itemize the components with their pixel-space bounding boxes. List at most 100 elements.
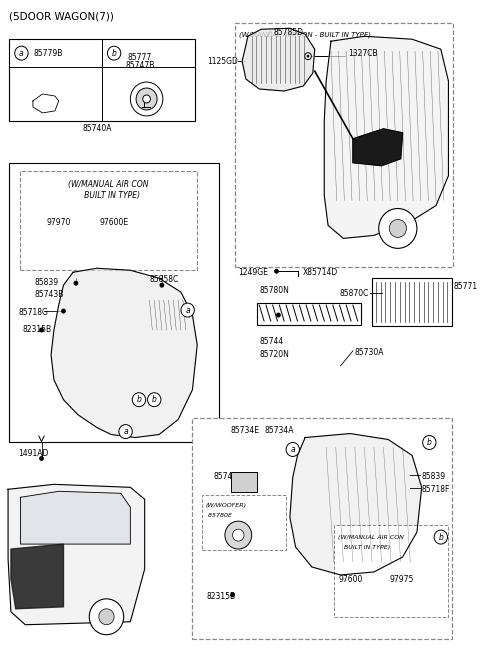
Text: 85780E: 85780E	[206, 513, 232, 518]
Text: (5DOOR WAGON(7)): (5DOOR WAGON(7))	[9, 11, 114, 22]
Bar	[341, 588, 347, 593]
Text: b: b	[136, 395, 142, 404]
Bar	[100, 232, 119, 242]
Circle shape	[307, 54, 310, 58]
Polygon shape	[21, 491, 131, 544]
Polygon shape	[33, 94, 59, 113]
Text: 85839: 85839	[422, 472, 446, 482]
Text: X85714D: X85714D	[302, 268, 337, 277]
Bar	[9, 163, 219, 441]
Circle shape	[305, 52, 312, 60]
Polygon shape	[324, 36, 448, 238]
Text: 97600: 97600	[338, 575, 363, 584]
Bar	[27, 99, 35, 104]
Text: 97975: 97975	[389, 575, 414, 584]
Bar	[192, 418, 452, 639]
Circle shape	[181, 303, 194, 317]
Circle shape	[389, 220, 407, 237]
Circle shape	[159, 283, 164, 288]
Circle shape	[39, 456, 44, 461]
Text: (W/MANUAL AIR CON - BUILT IN TYPE): (W/MANUAL AIR CON - BUILT IN TYPE)	[239, 31, 371, 38]
Bar	[400, 588, 406, 593]
Circle shape	[143, 95, 150, 103]
Text: 85720N: 85720N	[259, 350, 289, 359]
Circle shape	[131, 82, 163, 116]
Text: b: b	[427, 438, 432, 447]
Circle shape	[379, 209, 417, 249]
Text: b: b	[152, 395, 156, 404]
Text: 1249GE: 1249GE	[238, 268, 268, 277]
Text: 85734A: 85734A	[264, 426, 294, 434]
Text: 82315B: 82315B	[23, 325, 51, 334]
Bar	[257, 303, 360, 325]
Bar	[231, 472, 257, 492]
Text: a: a	[290, 445, 295, 454]
Circle shape	[73, 281, 78, 285]
Text: 85718F: 85718F	[422, 485, 450, 495]
Text: 85740A: 85740A	[82, 125, 112, 133]
Bar	[349, 588, 355, 593]
Bar	[392, 588, 398, 593]
Polygon shape	[242, 28, 315, 91]
Text: 85747B: 85747B	[125, 60, 155, 70]
Bar	[334, 525, 448, 617]
Circle shape	[286, 443, 300, 457]
Text: a: a	[19, 49, 24, 58]
Circle shape	[423, 436, 436, 449]
Text: BUILT IN TYPE): BUILT IN TYPE)	[337, 545, 390, 550]
Bar	[21, 171, 197, 270]
Circle shape	[108, 46, 121, 60]
Text: 85839: 85839	[35, 278, 59, 287]
Circle shape	[61, 308, 66, 314]
Circle shape	[276, 312, 281, 318]
Polygon shape	[290, 434, 422, 575]
Text: 97600E: 97600E	[99, 218, 129, 227]
Bar	[372, 278, 452, 326]
Text: 1327CB: 1327CB	[348, 49, 378, 58]
Circle shape	[132, 393, 145, 407]
Polygon shape	[8, 484, 144, 625]
Circle shape	[39, 327, 44, 333]
Circle shape	[274, 269, 279, 274]
Bar	[44, 234, 61, 245]
Text: a: a	[123, 427, 128, 436]
Text: 85734E: 85734E	[231, 426, 260, 434]
Text: 85730A: 85730A	[355, 348, 384, 357]
Text: 85777: 85777	[128, 52, 152, 62]
Text: 1125GD: 1125GD	[207, 56, 238, 66]
Text: 1491AD: 1491AD	[19, 449, 49, 459]
Text: 85771: 85771	[453, 281, 477, 291]
Circle shape	[225, 521, 252, 549]
Text: 82315B: 82315B	[207, 592, 236, 601]
Bar	[337, 580, 359, 595]
Text: b: b	[112, 49, 117, 58]
Circle shape	[147, 393, 161, 407]
Circle shape	[119, 424, 132, 438]
Circle shape	[99, 609, 114, 625]
Bar	[9, 39, 195, 121]
Text: 85870C: 85870C	[340, 289, 369, 298]
Text: a: a	[185, 306, 190, 315]
Text: 85743D: 85743D	[214, 472, 243, 482]
Text: 85744: 85744	[259, 337, 284, 346]
Bar	[235, 24, 453, 267]
Text: 85858C: 85858C	[149, 276, 179, 284]
Circle shape	[15, 46, 28, 60]
Circle shape	[136, 88, 157, 110]
Text: 85779B: 85779B	[34, 49, 63, 58]
Bar	[113, 234, 121, 241]
Bar	[388, 580, 409, 595]
Text: 85780N: 85780N	[259, 286, 289, 295]
Polygon shape	[353, 129, 403, 166]
Text: BUILT IN TYPE): BUILT IN TYPE)	[77, 191, 140, 200]
Text: (W/WOOFER): (W/WOOFER)	[206, 503, 247, 508]
Polygon shape	[51, 268, 197, 438]
Circle shape	[233, 529, 244, 541]
Polygon shape	[11, 544, 63, 609]
Bar	[53, 238, 58, 242]
Text: (W/MANUAL AIR CON: (W/MANUAL AIR CON	[337, 535, 403, 540]
Circle shape	[89, 599, 124, 635]
Bar	[46, 238, 51, 242]
Bar	[202, 495, 286, 550]
Text: 85785D: 85785D	[274, 28, 304, 37]
